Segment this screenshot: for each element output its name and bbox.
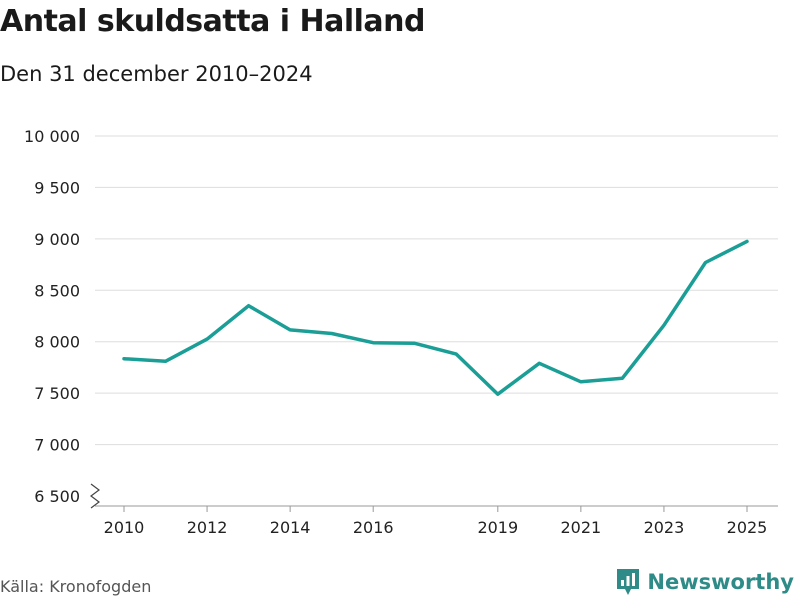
y-tick-label: 6 500: [34, 487, 80, 506]
y-tick-label: 7 500: [34, 384, 80, 403]
y-tick-label: 9 000: [34, 230, 80, 249]
x-tick-label: 2012: [187, 518, 228, 537]
brand-logo: Newsworthy: [616, 568, 794, 596]
x-tick-label: 2010: [104, 518, 145, 537]
line-chart: 6 500 7 000 7 500 8 000 8 500 9 000 9 500 10 00…: [24, 127, 778, 537]
chart-title: Antal skuldsatta i Halland: [0, 4, 426, 39]
x-tick-label: 2019: [477, 518, 518, 537]
series-group: [122, 239, 749, 396]
x-axis: [90, 483, 778, 512]
grid-lines: [95, 135, 778, 446]
source-text: Källa: Kronofogden: [0, 577, 152, 596]
y-tick-label: 8 000: [34, 333, 80, 352]
x-tick-label: 2016: [353, 518, 394, 537]
y-tick-label: 7 000: [34, 436, 80, 455]
y-tick-label: 9 500: [34, 178, 80, 197]
axis-break-icon: [90, 483, 100, 509]
x-tick-label: 2023: [644, 518, 685, 537]
x-tick-label: 2021: [561, 518, 602, 537]
y-tick-label: 8 500: [34, 281, 80, 300]
x-axis-labels: 2010 2012 2014 2016 2019 2021 2023 2025: [104, 518, 768, 537]
chart-subtitle: Den 31 december 2010–2024: [0, 62, 313, 86]
newsworthy-logo-icon: [617, 569, 640, 595]
x-tick-label: 2014: [270, 518, 311, 537]
series-line: [122, 239, 749, 396]
y-axis-labels: 6 500 7 000 7 500 8 000 8 500 9 000 9 500 10 00…: [24, 127, 80, 506]
y-tick-label: 10 000: [24, 127, 80, 146]
brand-name: Newsworthy: [647, 570, 794, 594]
x-tick-label: 2025: [727, 518, 768, 537]
